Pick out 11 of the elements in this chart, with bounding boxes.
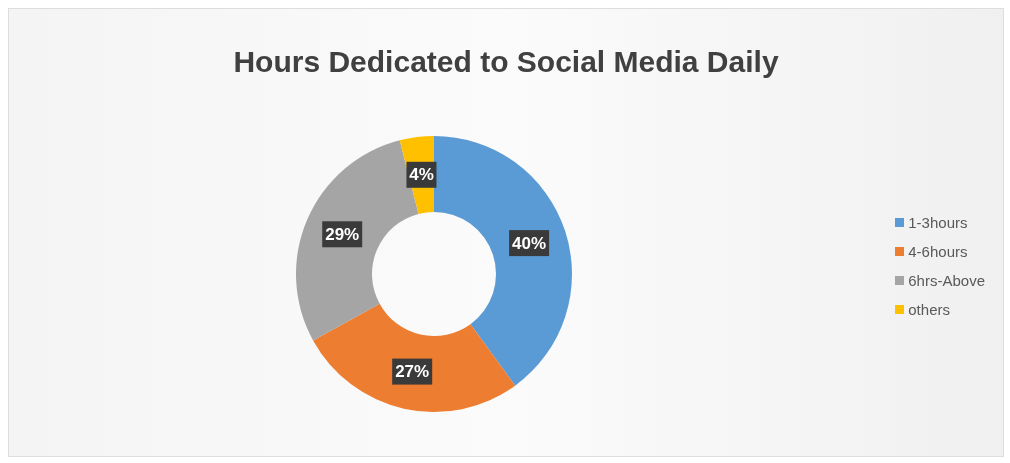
data-label: 4% xyxy=(409,165,434,185)
chart-title: Hours Dedicated to Social Media Daily xyxy=(232,45,780,79)
legend-label: 6hrs-Above xyxy=(908,272,985,289)
legend-label: 1-3hours xyxy=(908,214,968,231)
data-label: 29% xyxy=(325,224,360,244)
data-label: 27% xyxy=(395,362,430,382)
donut-slice xyxy=(313,303,516,412)
data-label: 40% xyxy=(512,233,547,253)
donut-slice xyxy=(434,136,572,386)
legend-label: 4-6hours xyxy=(908,243,968,260)
legend-label: others xyxy=(908,301,950,318)
